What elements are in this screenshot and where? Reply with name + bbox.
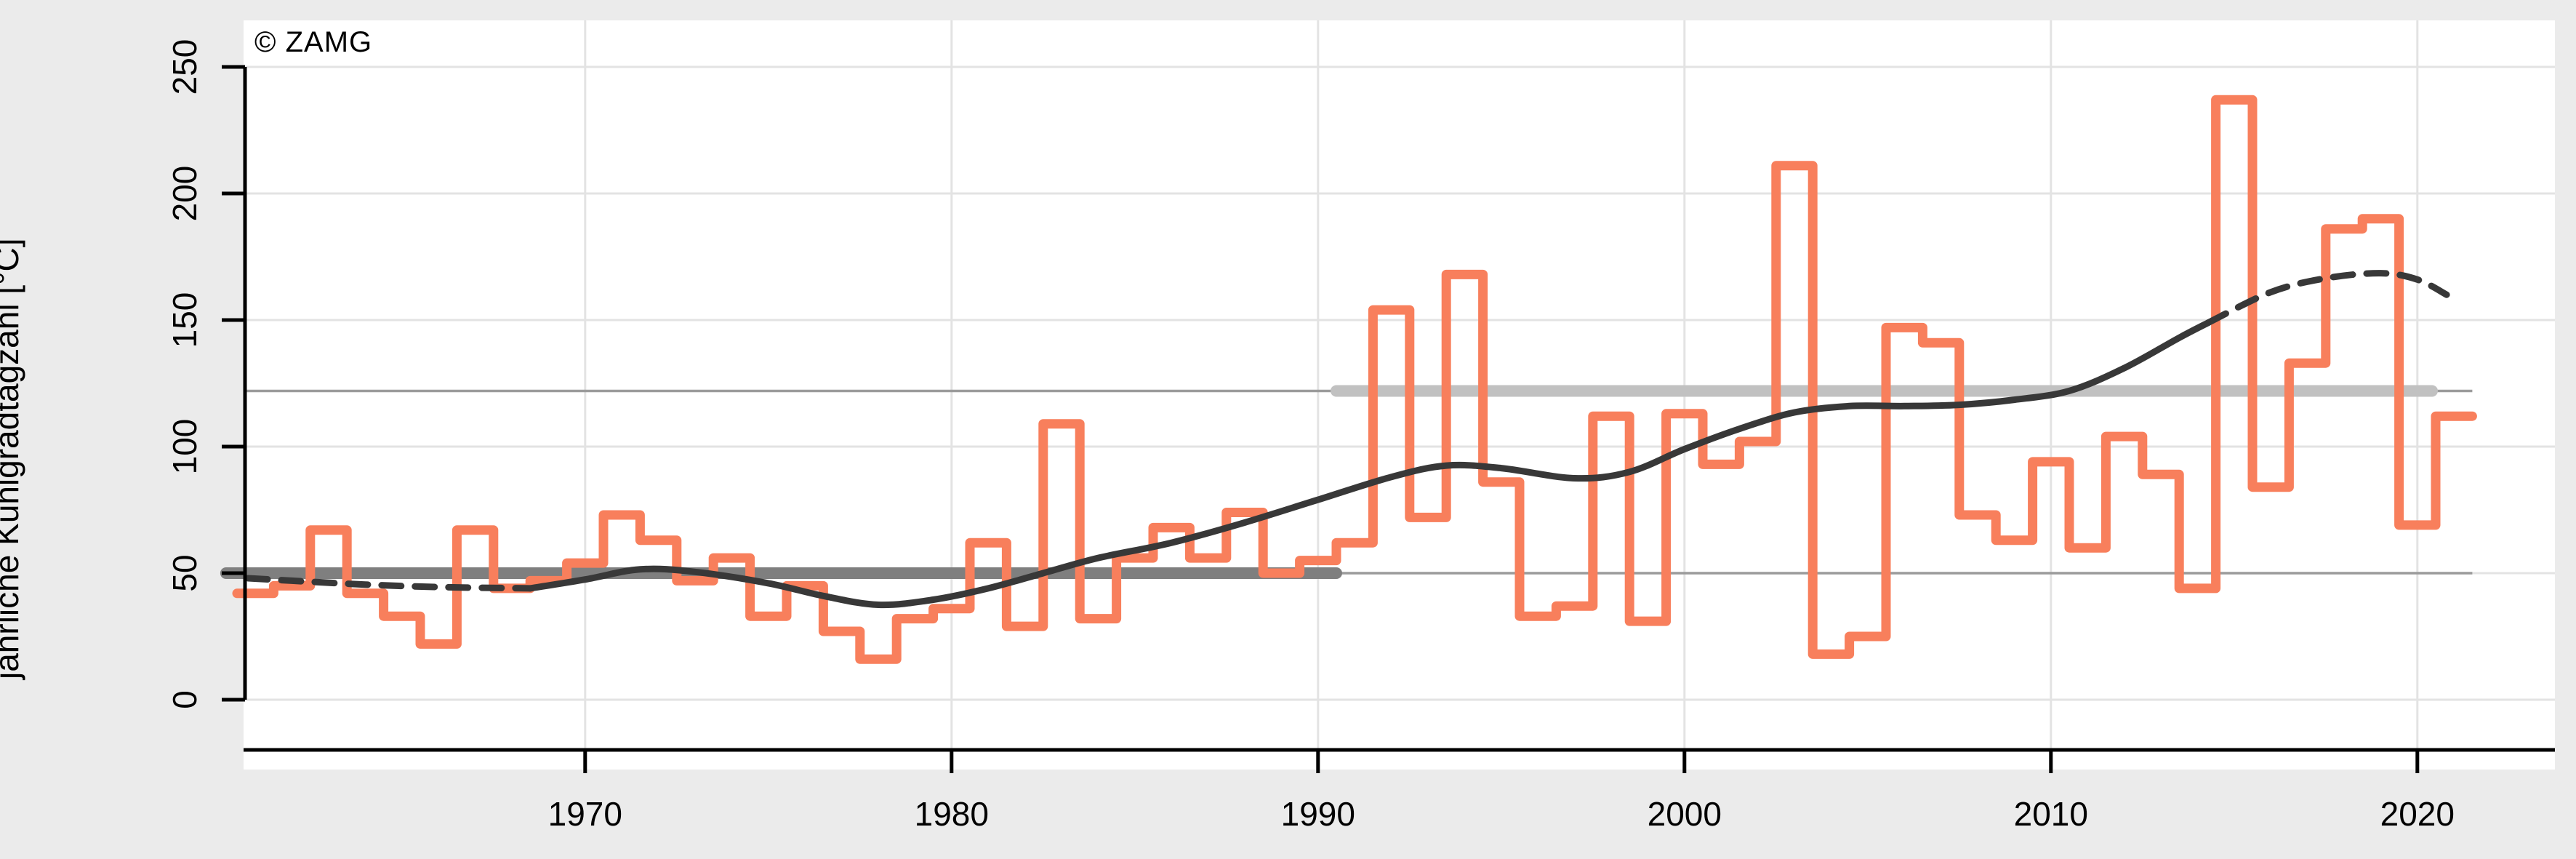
- smoothed-trend-line: [526, 319, 2212, 609]
- y-tick-label-150: 150: [166, 292, 204, 348]
- series-step-line: [232, 95, 2477, 664]
- x-tick-label-2000: 2000: [1648, 795, 1722, 833]
- y-tick-label-200: 200: [166, 166, 204, 222]
- y-tick-label-250: 250: [166, 39, 204, 95]
- copyright-label: © ZAMG: [254, 26, 373, 58]
- x-tick-label-2020: 2020: [2380, 795, 2455, 833]
- smoothed-trend-dotted-start: [244, 575, 534, 592]
- smoothed-trend-dotted-end: [2205, 270, 2450, 326]
- x-tick-label-1990: 1990: [1281, 795, 1355, 833]
- y-axis-title: jährliche Kühlgradtagzahl [°C]: [0, 238, 25, 679]
- y-tick-label-0: 0: [166, 690, 204, 709]
- y-tick-label-100: 100: [166, 419, 204, 475]
- y-tick-label-50: 50: [166, 554, 204, 591]
- x-tick-label-1970: 1970: [548, 795, 622, 833]
- x-tick-label-2010: 2010: [2014, 795, 2088, 833]
- x-tick-label-1980: 1980: [915, 795, 989, 833]
